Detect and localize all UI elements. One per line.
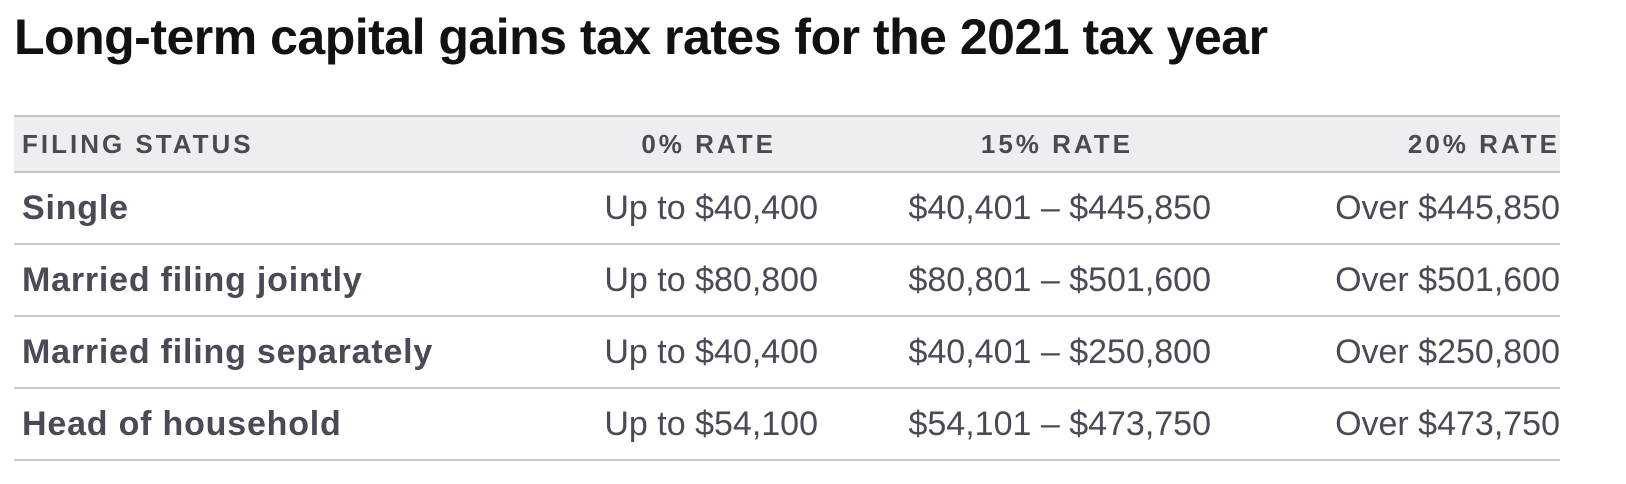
- fifteen-rate-cell: $54,101 – $473,750: [818, 388, 1211, 461]
- table-body: Single Up to $40,400 $40,401 – $445,850 …: [14, 172, 1560, 461]
- table-row: Married filing jointly Up to $80,800 $80…: [14, 244, 1560, 317]
- twenty-rate-cell: Over $501,600: [1211, 244, 1560, 317]
- zero-rate-cell: Up to $40,400: [534, 172, 818, 245]
- filing-status-cell: Married filing jointly: [14, 244, 534, 317]
- filing-status-cell: Single: [14, 172, 534, 245]
- zero-rate-cell: Up to $40,400: [534, 316, 818, 389]
- filing-status-cell: Head of household: [14, 388, 534, 461]
- twenty-rate-cell: Over $250,800: [1211, 316, 1560, 389]
- page-title: Long-term capital gains tax rates for th…: [14, 9, 1268, 65]
- header-fifteen-rate: 15% RATE: [818, 115, 1211, 173]
- table-row: Single Up to $40,400 $40,401 – $445,850 …: [14, 172, 1560, 245]
- filing-status-cell: Married filing separately: [14, 316, 534, 389]
- header-twenty-rate: 20% RATE: [1211, 115, 1560, 173]
- zero-rate-cell: Up to $54,100: [534, 388, 818, 461]
- table-header: FILING STATUS 0% RATE 15% RATE 20% RATE: [14, 115, 1560, 173]
- fifteen-rate-cell: $40,401 – $445,850: [818, 172, 1211, 245]
- header-row: FILING STATUS 0% RATE 15% RATE 20% RATE: [14, 115, 1560, 173]
- zero-rate-cell: Up to $80,800: [534, 244, 818, 317]
- fifteen-rate-cell: $40,401 – $250,800: [818, 316, 1211, 389]
- table-row: Married filing separately Up to $40,400 …: [14, 316, 1560, 389]
- twenty-rate-cell: Over $473,750: [1211, 388, 1560, 461]
- table-row: Head of household Up to $54,100 $54,101 …: [14, 388, 1560, 461]
- header-zero-rate: 0% RATE: [534, 115, 818, 173]
- twenty-rate-cell: Over $445,850: [1211, 172, 1560, 245]
- tax-rates-table: FILING STATUS 0% RATE 15% RATE 20% RATE …: [14, 115, 1560, 461]
- fifteen-rate-cell: $80,801 – $501,600: [818, 244, 1211, 317]
- header-filing-status: FILING STATUS: [14, 115, 534, 173]
